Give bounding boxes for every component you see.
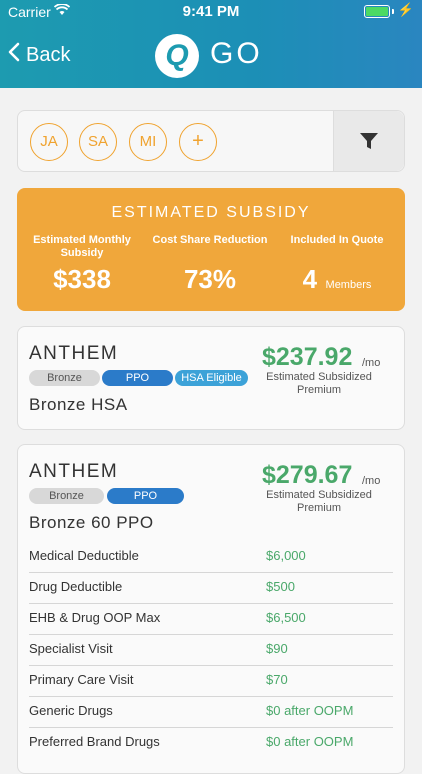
csr-value: 73% xyxy=(183,264,237,294)
carrier-label: Carrier xyxy=(8,4,51,20)
network-tag: PPO xyxy=(107,488,184,504)
battery-icon xyxy=(364,5,394,18)
benefit-value: $6,500 xyxy=(266,610,306,625)
benefit-label: Primary Care Visit xyxy=(29,672,134,687)
monthly-subsidy-value: $338 xyxy=(53,264,111,294)
plan-carrier: ANTHEM xyxy=(29,461,119,482)
plan-price: $237.92 xyxy=(262,343,353,371)
hsa-tag: HSA Eligible xyxy=(175,370,248,386)
chevron-left-icon xyxy=(8,42,20,68)
plan-name: Bronze HSA xyxy=(29,395,128,414)
network-tag: PPO xyxy=(102,370,173,386)
clock: 9:41 PM xyxy=(182,3,240,20)
benefit-value: $6,000 xyxy=(266,548,306,563)
benefit-value: $0 after OOPM xyxy=(266,703,354,718)
benefit-row: Preferred Brand Drugs $0 after OOPM xyxy=(29,727,393,758)
charging-icon: ⚡ xyxy=(397,2,414,17)
benefit-label: Generic Drugs xyxy=(29,703,113,718)
benefit-row: EHB & Drug OOP Max $6,500 xyxy=(29,603,393,635)
filter-button[interactable] xyxy=(333,111,404,171)
status-bar: Carrier 9:41 PM ⚡ xyxy=(0,0,422,22)
metal-tier-tag: Bronze xyxy=(29,488,104,504)
quote-unit: Members xyxy=(325,279,372,291)
plan-name: Bronze 60 PPO xyxy=(29,513,154,532)
nav-header: Carrier 9:41 PM ⚡ Back Q GO xyxy=(0,0,422,88)
subsidy-title: ESTIMATED SUBSIDY xyxy=(111,204,311,221)
benefit-row: Specialist Visit $90 xyxy=(29,634,393,666)
benefit-value: $70 xyxy=(266,672,288,687)
monthly-subsidy-label: Estimated Monthly Subsidy xyxy=(33,234,131,259)
member-selector: JA SA MI + xyxy=(17,110,405,172)
csr-label: Cost Share Reduction xyxy=(152,234,268,246)
add-member-button[interactable]: + xyxy=(179,123,217,161)
back-label: Back xyxy=(26,43,71,66)
plan-carrier: ANTHEM xyxy=(29,343,119,364)
benefit-value: $500 xyxy=(266,579,295,594)
benefit-value: $90 xyxy=(266,641,288,656)
price-note: Estimated Subsidized Premium xyxy=(266,371,372,396)
per-month: /mo xyxy=(362,475,381,487)
benefit-label: Medical Deductible xyxy=(29,548,139,563)
member-chip[interactable]: MI xyxy=(129,123,167,161)
member-chip[interactable]: SA xyxy=(79,123,117,161)
back-button[interactable]: Back xyxy=(8,42,70,68)
benefit-label: Preferred Brand Drugs xyxy=(29,734,160,749)
plan-card[interactable]: ANTHEM Bronze PPO HSA Eligible Bronze HS… xyxy=(17,326,405,430)
benefit-row: Primary Care Visit $70 xyxy=(29,665,393,697)
benefit-label: Drug Deductible xyxy=(29,579,123,594)
price-note: Estimated Subsidized Premium xyxy=(266,489,372,514)
member-chip[interactable]: JA xyxy=(30,123,68,161)
plan-card[interactable]: ANTHEM Bronze PPO Bronze 60 PPO $279.67 … xyxy=(17,444,405,774)
app-title: GO xyxy=(210,37,263,70)
benefit-label: EHB & Drug OOP Max xyxy=(29,610,161,625)
per-month: /mo xyxy=(362,357,381,369)
app-logo: Q xyxy=(155,34,199,78)
benefit-value: $0 after OOPM xyxy=(266,734,354,749)
subsidy-card: ESTIMATED SUBSIDY Estimated Monthly Subs… xyxy=(17,188,405,311)
wifi-icon xyxy=(53,3,71,19)
filter-icon xyxy=(359,131,379,156)
benefit-label: Specialist Visit xyxy=(29,641,113,656)
plan-price: $279.67 xyxy=(262,461,353,489)
benefit-row: Generic Drugs $0 after OOPM xyxy=(29,696,393,728)
quote-label: Included In Quote xyxy=(290,234,384,246)
benefit-row: Drug Deductible $500 xyxy=(29,572,393,604)
metal-tier-tag: Bronze xyxy=(29,370,100,386)
benefit-row: Medical Deductible $6,000 xyxy=(29,541,393,573)
quote-count: 4 xyxy=(302,264,318,294)
